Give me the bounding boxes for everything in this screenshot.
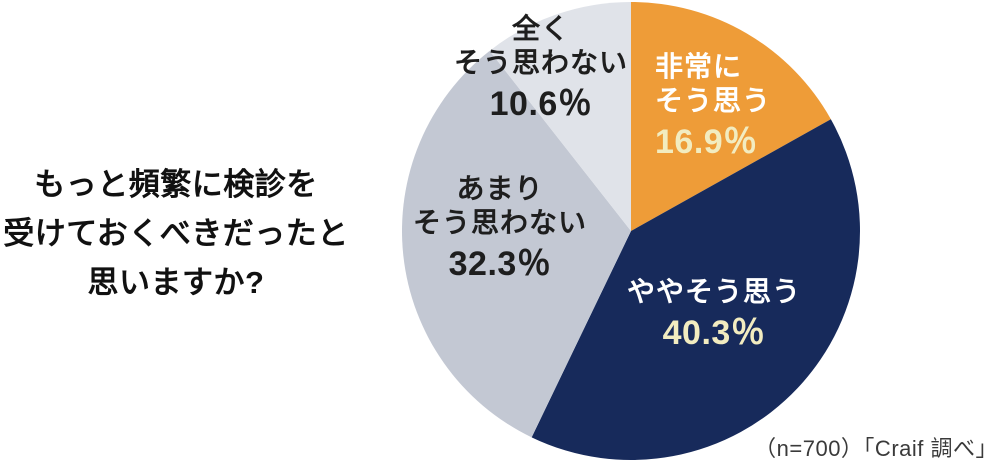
question-line-2: 受けておくべきだったと (3, 216, 349, 251)
slice-percent: 16.9％ (655, 123, 758, 161)
slice-label-hijouni-souomou: 非常に そう思う 16.9％ (655, 50, 771, 164)
pie-slice-0 (631, 1, 831, 232)
slice-label-line: 非常に (655, 51, 743, 82)
slice-label-amari-omowanai: あまり そう思わない 32.3％ (413, 172, 587, 286)
slice-percent: 32.3％ (448, 245, 552, 283)
pie-slice-1 (531, 119, 860, 460)
chart-question-title: もっと頻繁に検診を 受けておくべきだったと 思いますか? (0, 160, 352, 307)
question-line-1: もっと頻繁に検診を (34, 167, 318, 202)
slice-label-yaya-souomou: ややそう思う 40.3％ (627, 275, 801, 355)
slice-label-line: そう思わない (412, 207, 588, 238)
slice-percent: 10.6％ (489, 85, 593, 123)
source-note: （n=700）「Craif 調べ」 (754, 436, 998, 461)
slice-percent: 40.3％ (662, 314, 766, 352)
slice-label-line: あまり (456, 173, 544, 204)
slice-label-mattaku-omowanai: 全く そう思わない 10.6％ (454, 12, 628, 126)
slice-label-line: 全く (511, 13, 571, 44)
pie-chart (401, 1, 860, 460)
pie-slice-3 (489, 1, 631, 232)
slice-label-line: ややそう思う (626, 276, 802, 307)
slice-label-line: そう思わない (453, 47, 629, 78)
pie-slice-2 (401, 50, 631, 438)
question-line-3: 思いますか? (87, 265, 265, 300)
slice-label-line: そう思う (655, 85, 772, 116)
